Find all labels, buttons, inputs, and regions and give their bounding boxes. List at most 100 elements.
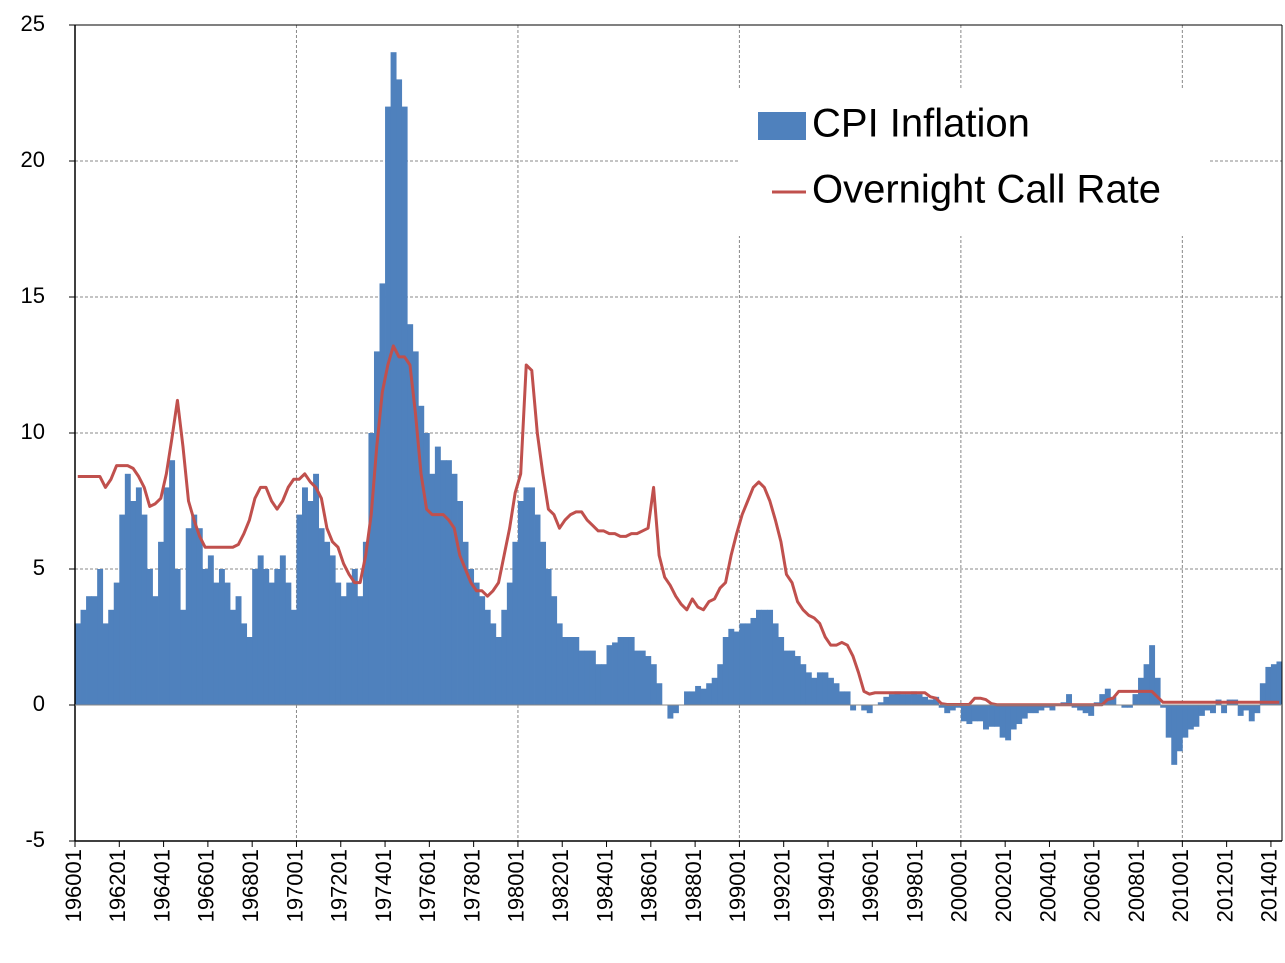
legend-label: Overnight Call Rate [812,168,1161,212]
bar [1077,705,1084,711]
bar [1198,705,1205,716]
bar [778,637,785,705]
y-tick-label: 25 [21,11,45,36]
x-tick-label: 196601 [194,849,219,922]
bar [1149,645,1156,705]
bar [540,541,547,705]
bar [473,582,480,705]
bar [789,650,796,705]
bar [412,351,419,705]
bar [717,664,724,705]
bar [966,705,973,725]
bar [445,460,452,705]
x-tick-label: 197601 [415,849,440,922]
bar [1210,705,1216,714]
bar [479,596,486,705]
bar [960,705,967,722]
bar [933,696,940,705]
bar [1182,705,1189,738]
bar [1132,694,1139,705]
bar [562,637,569,705]
bar [888,694,895,705]
bar [202,569,209,705]
bar [440,460,447,705]
y-tick-label: 10 [21,419,45,444]
bar [667,705,674,719]
bar [396,79,403,705]
bar [750,617,757,705]
legend: CPI Inflation Overnight Call Rate [738,88,1208,236]
bar [1165,705,1172,738]
bar [706,683,713,705]
bar [462,541,469,705]
bar [158,541,164,705]
bar [827,677,834,705]
x-tick-label: 200801 [1124,849,1149,922]
bar [373,351,380,705]
bar [551,596,558,705]
bar [141,514,148,705]
bar [911,691,917,705]
bar [1038,705,1045,711]
bar [1248,705,1255,722]
bar [1049,705,1056,711]
bar [977,705,984,722]
bar [1005,705,1012,741]
x-tick-label: 197001 [282,849,307,922]
x-tick-label: 198201 [548,849,573,922]
bar [600,664,607,705]
x-tick-label: 197401 [371,849,396,922]
bar [490,623,497,705]
bar [1154,677,1161,705]
bar [1243,705,1250,711]
bar [213,582,220,705]
bar [689,691,696,705]
bar [152,596,159,705]
bar [1160,705,1167,708]
bar [346,582,353,705]
x-tick-label: 197201 [327,849,352,922]
bar [75,623,81,705]
bar [135,487,142,705]
bar [1016,705,1023,725]
bar [163,487,170,705]
bar [739,623,746,705]
bar [285,582,292,705]
bar [955,705,962,708]
bar [124,473,131,705]
bar [556,623,563,705]
y-tick-label: 5 [33,555,45,580]
bar [1071,705,1078,708]
bar [423,433,430,705]
bar [196,528,203,705]
bar [329,555,336,705]
bar [883,696,890,705]
bar [1010,705,1017,730]
bar [656,683,663,705]
bar [1237,705,1244,716]
bar [1171,705,1178,765]
bar [252,569,259,705]
bar [772,623,779,705]
bar [241,623,248,705]
bar [645,656,652,705]
bar [457,501,463,705]
bar [905,694,912,705]
bar [91,596,98,705]
bar [130,501,137,705]
x-tick-label: 199001 [725,849,750,922]
bar [357,596,364,705]
bar [595,664,602,705]
bar [113,582,120,705]
x-tick-label: 198401 [592,849,617,922]
bar [407,324,414,705]
bar [844,691,851,705]
x-tick-label: 196001 [61,849,86,922]
bar [894,691,901,705]
bar [207,555,214,705]
bar [257,555,264,705]
bar [1088,705,1095,716]
bar [1254,705,1261,714]
bar [850,705,857,711]
bar [811,677,818,705]
